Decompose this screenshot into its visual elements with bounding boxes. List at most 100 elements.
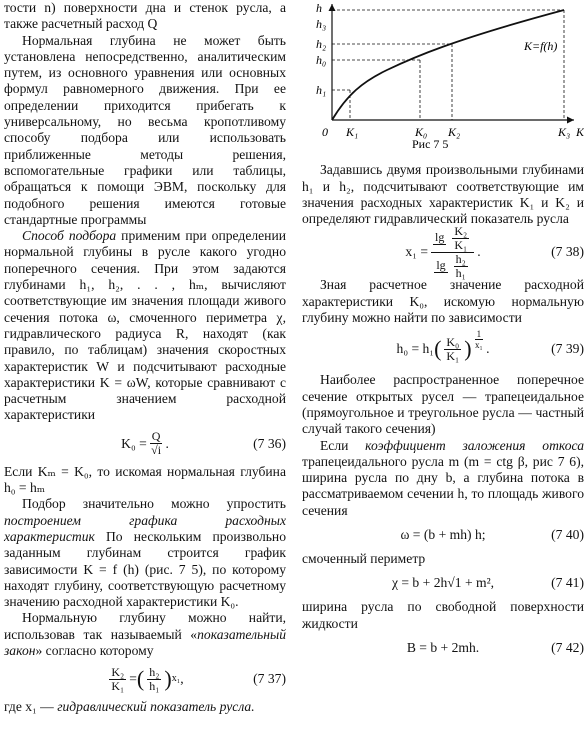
eq-number: (7 37)	[253, 671, 286, 687]
italic-term: гидравлический показатель русла.	[57, 699, 255, 715]
tick-label: K₁	[345, 125, 358, 139]
paragraph: Задавшись двумя произвольными глубинами …	[302, 162, 584, 227]
paren: (	[136, 666, 145, 692]
numerator: K₂	[109, 664, 127, 680]
numerator: K₀	[444, 334, 462, 350]
denominator: √i	[151, 443, 162, 458]
lg: lg	[433, 230, 447, 246]
numerator: lg K₂ K₁	[431, 223, 475, 253]
eq-tail: ,	[180, 671, 184, 687]
paragraph: тости n) поверхности дна и стенок русла,…	[4, 0, 286, 32]
equation: χ = b + 2h√1 + m², (7 41)	[302, 570, 584, 596]
paragraph: Если Kₘ = K₀, то искомая нормальная глуб…	[4, 463, 286, 496]
fraction: K₂ K₁	[452, 223, 470, 252]
paragraph: Нормальную глубину можно найти, использо…	[4, 610, 286, 659]
eq-tail: .	[165, 435, 169, 451]
paragraph: смоченный периметр	[302, 551, 426, 567]
tick-label: h₂	[316, 37, 326, 51]
eq-lhs: h₀ = h₁	[396, 341, 435, 357]
denominator: h₁	[455, 265, 466, 280]
paragraph: ширина русла по свободной поверхности жи…	[302, 599, 584, 631]
numerator: h₂	[453, 251, 468, 267]
tick-label: h₀	[316, 53, 326, 67]
denominator: K₁	[454, 237, 468, 252]
eq-sign: =	[129, 671, 137, 687]
denominator: K₁	[446, 348, 460, 363]
fraction: h₂ h₁	[147, 664, 162, 693]
eq-number: (7 40)	[551, 526, 584, 542]
denominator: K₁	[111, 678, 125, 693]
paren: )	[164, 666, 172, 692]
eq-lhs: K₀ =	[121, 435, 147, 451]
eq-tail: .	[486, 341, 490, 357]
curve-label: K=f(h)	[523, 39, 557, 53]
text: По нескольким произвольно заданным глуби…	[4, 528, 286, 610]
equation: K₀ = Q √i . (7 36)	[4, 427, 286, 461]
fraction: lg K₂ K₁ lg h₂ h₁	[431, 223, 475, 280]
numerator: h₂	[147, 664, 162, 680]
text: Подбор значительно можно упростить	[22, 496, 286, 512]
numerator: K₂	[452, 223, 470, 239]
fraction: h₂ h₁	[453, 251, 468, 280]
fraction: K₂ K₁	[109, 664, 127, 693]
equation: h₀ = h₁ (K₀ K₁) 1 x₁ . (7 39)	[302, 329, 584, 369]
origin-label: 0	[322, 125, 328, 139]
text: » согласно которому	[35, 642, 154, 658]
right-column: h h₃ h₂ h₀ h₁ 0 K₁ K₀ K₂ K₃ K K=f(h) Рис…	[302, 0, 585, 664]
eq-expr: ω = (b + mh) h;	[400, 526, 486, 542]
paren: )	[464, 336, 472, 362]
exponent: 1 x₁	[474, 329, 484, 351]
paragraph: Зная расчетное значение расходной характ…	[302, 277, 584, 326]
eq-tail: .	[477, 244, 481, 260]
italic-term: коэффициент заложения откоса	[365, 437, 584, 453]
figure: h h₃ h₂ h₀ h₁ 0 K₁ K₀ K₂ K₃ K K=f(h) Рис…	[316, 1, 585, 151]
eq-number: (7 41)	[551, 575, 584, 591]
text: где x₁ —	[4, 699, 58, 715]
equation: B = b + 2mh. (7 42)	[302, 635, 584, 661]
numerator: 1	[474, 329, 484, 341]
tick-label: K₀	[414, 125, 427, 139]
paragraph: Способ подбора применим при определении …	[4, 228, 286, 424]
eq-number: (7 38)	[551, 244, 584, 260]
lg: lg	[434, 258, 448, 274]
axis-label: K	[575, 125, 584, 139]
tick-label: h₁	[316, 83, 326, 97]
italic-term: Способ подбора	[22, 228, 117, 244]
paragraph: Если коэффициент заложения откоса трапец…	[302, 438, 584, 519]
italic-term: построением графика расходных характерис…	[4, 512, 286, 544]
exponent: x₁	[171, 673, 181, 685]
guide-lines	[332, 9, 565, 120]
fraction: Q √i	[149, 429, 163, 458]
curve	[331, 9, 565, 121]
tick-label: K₂	[447, 125, 460, 139]
equation: x₁ = lg K₂ K₁ lg h₂ h₁ . (7 38)	[302, 224, 584, 279]
eq-number: (7 42)	[551, 639, 584, 655]
eq-lhs: x₁ =	[405, 244, 428, 260]
italic-term: показательный закон	[4, 626, 286, 658]
paragraph: где x₁ — гидравлический показатель русла…	[4, 699, 286, 715]
equation: K₂ K₁ = (h₂ h₁) x₁ , (7 37)	[4, 662, 286, 696]
equation: ω = (b + mh) h; (7 40)	[302, 522, 584, 548]
text: трапецеидального русла m (m = ctg β, рис…	[302, 453, 584, 518]
text: Нормальную глубину можно найти, использо…	[4, 610, 286, 642]
axis-label: h	[316, 1, 322, 15]
tick-label: h₃	[316, 17, 326, 31]
paragraph: Подбор значительно можно упростить постр…	[4, 496, 286, 610]
tick-label: K₃	[557, 125, 570, 139]
paren: (	[434, 336, 442, 362]
left-column: тости n) поверхности дна и стенок русла,…	[4, 0, 286, 716]
denominator: h₁	[149, 678, 160, 693]
text: Если	[320, 437, 366, 453]
eq-expr: χ = b + 2h√1 + m²,	[391, 575, 495, 591]
paragraph: Наиболее распространенное поперечное сеч…	[302, 372, 584, 437]
eq-number: (7 39)	[551, 341, 584, 357]
fraction: K₀ K₁	[444, 334, 462, 363]
text: применим при определении нормальной глуб…	[4, 228, 286, 423]
numerator: Q	[149, 429, 163, 445]
eq-expr: B = b + 2mh.	[406, 639, 480, 655]
eq-number: (7 36)	[253, 435, 286, 451]
caption: Рис 7 5	[412, 137, 448, 150]
denominator: x₁	[475, 340, 483, 351]
